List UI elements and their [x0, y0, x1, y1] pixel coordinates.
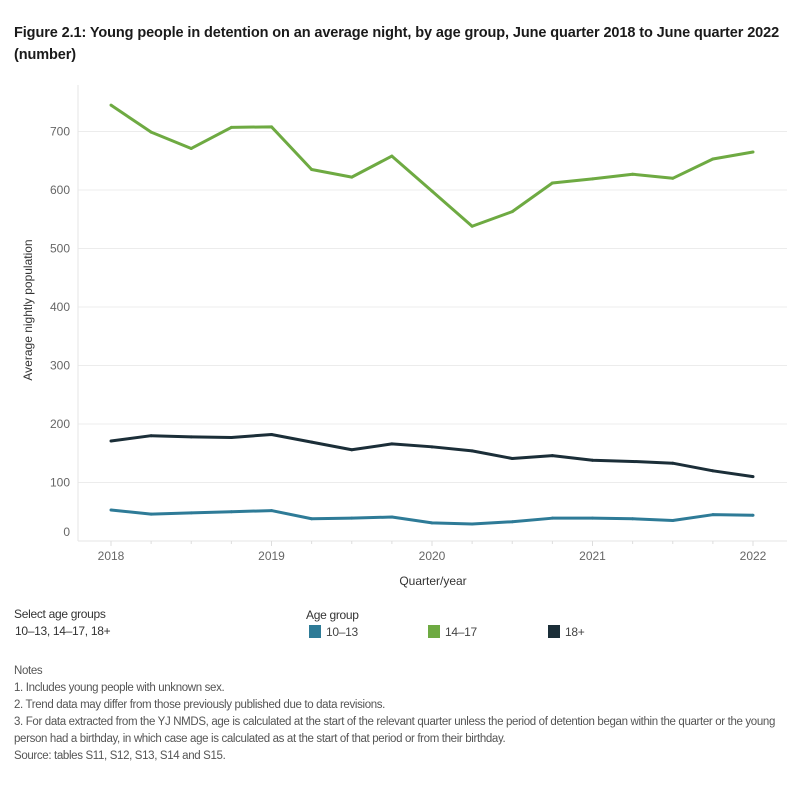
note-3: 3. For data extracted from the YJ NMDS, … [14, 716, 775, 745]
notes-heading: Notes [14, 665, 43, 677]
data-point [751, 150, 755, 154]
data-point [591, 458, 594, 462]
data-point [470, 522, 474, 526]
legend-swatch[interactable] [309, 625, 321, 638]
data-point [390, 442, 394, 446]
legend-label[interactable]: 10–13 [326, 625, 358, 639]
data-point [751, 475, 755, 479]
data-point [510, 210, 514, 214]
data-point [189, 511, 193, 515]
source: Source: tables S11, S12, S13, S14 and S1… [14, 750, 226, 762]
data-point [350, 448, 354, 452]
data-point [149, 130, 153, 134]
series-line-18+ [110, 433, 754, 479]
data-point [751, 513, 755, 517]
data-point [510, 457, 514, 461]
data-point [671, 176, 675, 180]
data-point [270, 509, 273, 513]
age-group-filter[interactable]: 10–13, 14–17, 18+ [15, 624, 111, 638]
data-point [109, 439, 113, 443]
data-point [350, 175, 354, 179]
data-point [550, 516, 554, 520]
data-point [310, 517, 314, 521]
data-point [430, 189, 434, 193]
data-point [550, 181, 554, 185]
data-point [109, 508, 113, 512]
data-point [229, 435, 233, 439]
y-tick-label: 500 [50, 242, 70, 256]
data-point [149, 434, 153, 438]
data-point [510, 520, 514, 524]
data-point [109, 103, 113, 107]
data-point [470, 224, 474, 228]
data-point [711, 513, 715, 517]
data-point [631, 517, 635, 521]
legend-swatch[interactable] [428, 625, 440, 638]
data-point [229, 510, 233, 514]
x-tick-label: 2022 [740, 549, 767, 563]
data-point [430, 445, 434, 449]
y-tick-label: 0 [63, 525, 70, 539]
data-point [591, 516, 594, 520]
x-tick-label: 2020 [419, 549, 446, 563]
note-1: 1. Includes young people with unknown se… [14, 682, 225, 694]
legend-title: Age group [306, 608, 359, 622]
filter-label: Select age groups [14, 607, 106, 621]
data-point [711, 469, 715, 473]
data-point [550, 454, 554, 458]
data-point [310, 168, 314, 172]
line-chart: 0 100 200 300 400 500 600 700 2018 2019 2020 2021 20… [21, 85, 787, 588]
legend-label[interactable]: 18+ [565, 625, 585, 639]
data-point [631, 172, 635, 176]
series-line-14–17 [110, 103, 754, 228]
data-point [390, 154, 394, 158]
data-point [270, 433, 273, 437]
legend-label[interactable]: 14–17 [445, 625, 477, 639]
y-tick-label: 300 [50, 359, 70, 373]
x-axis-title: Quarter/year [399, 574, 466, 588]
y-tick-label: 600 [50, 183, 70, 197]
y-tick-label: 100 [50, 476, 70, 490]
data-point [189, 435, 193, 439]
data-point [470, 449, 474, 453]
data-point [631, 459, 635, 463]
data-point [430, 521, 434, 525]
data-point [229, 125, 233, 129]
y-tick-label: 400 [50, 300, 70, 314]
data-point [350, 516, 354, 520]
y-tick-label: 200 [50, 417, 70, 431]
notes: Notes 1. Includes young people with unkn… [14, 663, 794, 765]
data-point [149, 512, 153, 516]
data-point [711, 157, 715, 161]
legend-swatch[interactable] [548, 625, 560, 638]
data-point [310, 440, 314, 444]
x-tick-label: 2019 [258, 549, 285, 563]
x-tick-label: 2021 [579, 549, 606, 563]
y-axis-title: Average nightly population [21, 239, 35, 380]
data-point [671, 519, 675, 523]
data-point [671, 461, 675, 465]
x-tick-label: 2018 [98, 549, 125, 563]
data-point [189, 146, 193, 150]
data-point [270, 125, 273, 129]
y-tick-label: 700 [50, 125, 70, 139]
note-2: 2. Trend data may differ from those prev… [14, 699, 386, 711]
chart-title: Figure 2.1: Young people in detention on… [14, 25, 780, 63]
data-point [591, 177, 594, 181]
data-point [390, 515, 394, 519]
